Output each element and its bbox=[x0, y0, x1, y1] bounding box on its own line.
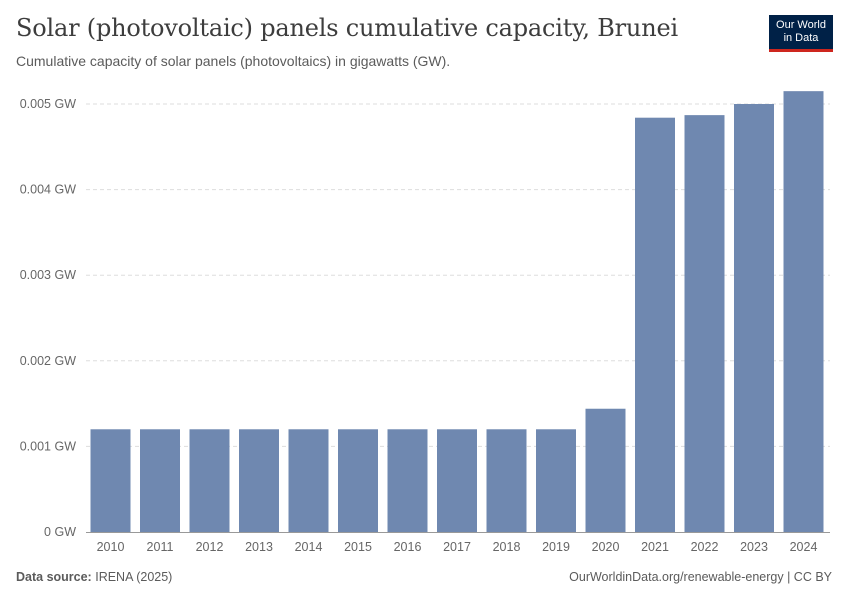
y-tick-label: 0.003 GW bbox=[20, 268, 76, 282]
x-tick-label: 2022 bbox=[691, 540, 719, 554]
bar-2019[interactable] bbox=[536, 429, 576, 532]
bar-2021[interactable] bbox=[635, 117, 675, 533]
x-tick-label: 2024 bbox=[790, 540, 818, 554]
bar-2022[interactable] bbox=[684, 115, 725, 533]
data-source-label: Data source: bbox=[16, 570, 92, 584]
owid-logo[interactable]: Our World in Data bbox=[769, 15, 833, 52]
chart-title: Solar (photovoltaic) panels cumulative c… bbox=[16, 14, 678, 42]
x-tick-label: 2023 bbox=[740, 540, 768, 554]
bar-2024[interactable] bbox=[783, 91, 824, 532]
y-tick-label: 0.004 GW bbox=[20, 183, 76, 197]
y-tick-label: 0 GW bbox=[44, 525, 76, 539]
bar-2018[interactable] bbox=[486, 429, 527, 532]
data-source-value[interactable]: IRENA (2025) bbox=[95, 570, 173, 584]
bar-2010[interactable] bbox=[90, 429, 131, 532]
chart-subtitle: Cumulative capacity of solar panels (pho… bbox=[16, 53, 451, 69]
bar-2017[interactable] bbox=[437, 429, 477, 532]
bar-2013[interactable] bbox=[239, 429, 279, 532]
x-tick-label: 2013 bbox=[245, 540, 273, 554]
logo-line-1: Our World bbox=[776, 19, 826, 31]
x-tick-label: 2020 bbox=[592, 540, 620, 554]
x-tick-label: 2017 bbox=[443, 540, 471, 554]
footer-link[interactable]: OurWorldinData.org/renewable-energy | CC… bbox=[569, 570, 832, 584]
logo-line-2: in Data bbox=[783, 32, 819, 44]
y-tick-label: 0.005 GW bbox=[20, 97, 76, 111]
x-tick-label: 2010 bbox=[97, 540, 125, 554]
x-tick-label: 2021 bbox=[641, 540, 669, 554]
bar-2015[interactable] bbox=[338, 429, 378, 532]
bar-2023[interactable] bbox=[734, 104, 774, 532]
x-tick-label: 2012 bbox=[196, 540, 224, 554]
x-tick-label: 2018 bbox=[493, 540, 521, 554]
data-source: Data source: IRENA (2025) bbox=[16, 570, 172, 584]
bar-2011[interactable] bbox=[140, 429, 180, 532]
bar-2014[interactable] bbox=[288, 429, 329, 532]
x-tick-label: 2019 bbox=[542, 540, 570, 554]
bar-2012[interactable] bbox=[189, 429, 230, 532]
x-tick-label: 2014 bbox=[295, 540, 323, 554]
x-tick-label: 2011 bbox=[147, 540, 174, 554]
y-tick-label: 0.001 GW bbox=[20, 439, 76, 453]
y-tick-label: 0.002 GW bbox=[20, 354, 76, 368]
bar-2016[interactable] bbox=[387, 429, 428, 532]
bar-2020[interactable] bbox=[585, 408, 626, 532]
x-tick-label: 2015 bbox=[344, 540, 372, 554]
x-tick-label: 2016 bbox=[394, 540, 422, 554]
